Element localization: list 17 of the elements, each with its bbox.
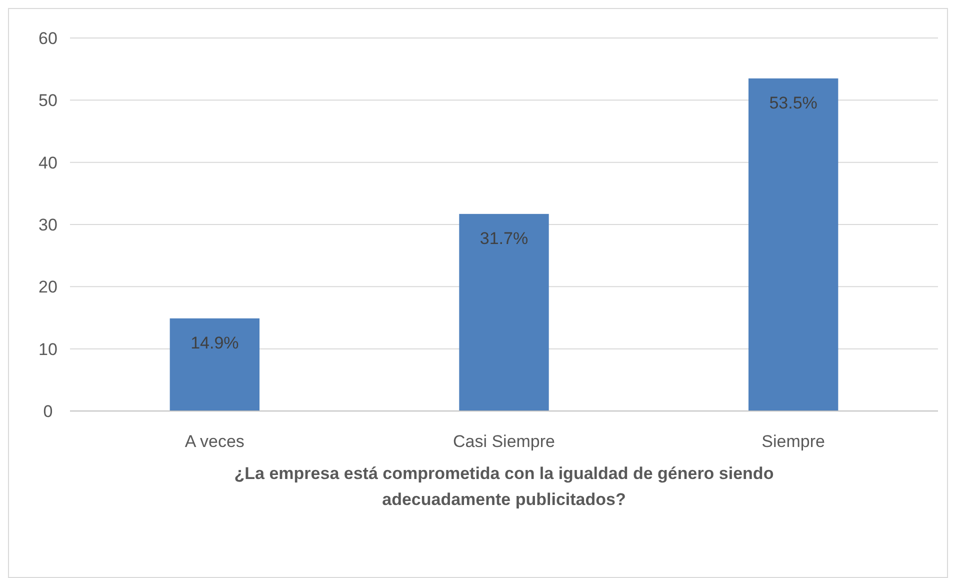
bar <box>170 318 260 411</box>
data-label: 14.9% <box>190 333 239 352</box>
y-tick-label: 60 <box>38 28 58 48</box>
x-tick-label: A veces <box>184 432 244 451</box>
x-tick-label: Casi Siempre <box>452 432 556 451</box>
x-tick-label: Siempre <box>762 432 825 451</box>
bar <box>459 214 549 411</box>
y-tick-label: 50 <box>38 91 58 110</box>
y-tick-label: 20 <box>38 278 58 297</box>
bar <box>748 78 838 411</box>
x-axis-title: ¿La empresa está comprometida con la igualdad de género siendo adecuadamente publicitados? <box>234 464 774 509</box>
data-label: 53.5% <box>769 93 818 112</box>
y-tick-label: 10 <box>38 340 58 359</box>
y-tick-label: 0 <box>43 402 53 421</box>
data-label: 31.7% <box>480 228 528 248</box>
y-tick-label: 40 <box>38 153 58 172</box>
y-tick-label: 30 <box>38 215 58 234</box>
